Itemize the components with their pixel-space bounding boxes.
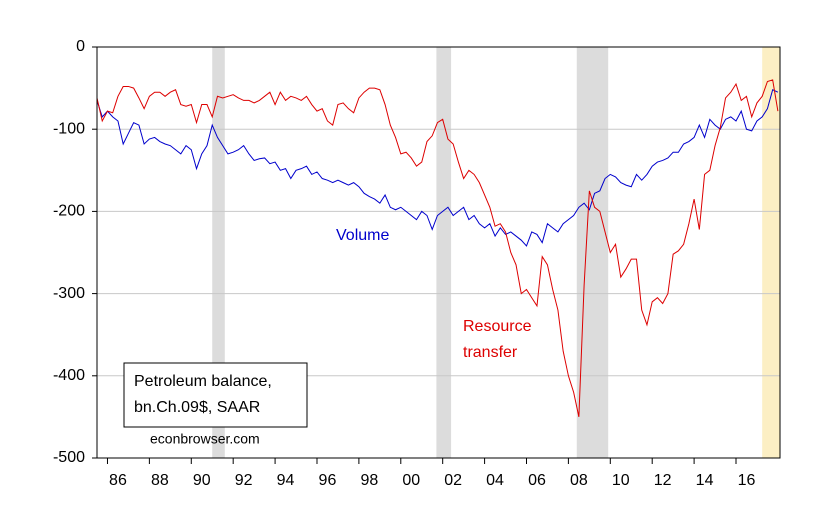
note-text: Petroleum balance,	[134, 373, 272, 390]
x-tick-label: 92	[235, 472, 253, 489]
plot-frame	[96, 46, 781, 459]
resource-label: Resource	[463, 318, 532, 335]
y-tick-label: -400	[53, 367, 85, 384]
x-tick-label: 86	[109, 472, 127, 489]
shaded-region	[576, 47, 609, 458]
y-tick-label: -100	[53, 120, 85, 137]
x-tick-label: 14	[696, 472, 714, 489]
shading	[212, 47, 780, 458]
shaded-region	[436, 47, 452, 458]
shaded-region	[762, 47, 780, 458]
series-line	[96, 89, 779, 247]
lines	[96, 79, 779, 418]
x-tick-label: 02	[444, 472, 462, 489]
y-tick-label: -300	[53, 285, 85, 302]
resource-label: transfer	[463, 344, 518, 361]
y-tick-label: -500	[53, 449, 85, 466]
x-tick-label: 08	[570, 472, 588, 489]
y-tick-label: 0	[76, 38, 85, 55]
note-box	[123, 362, 308, 428]
x-tick-label: 90	[193, 472, 211, 489]
volume-label: Volume	[336, 227, 389, 244]
x-tick-label: 12	[654, 472, 672, 489]
x-tick-label: 98	[360, 472, 378, 489]
x-tick-label: 06	[528, 472, 546, 489]
source: econbrowser.com	[150, 431, 260, 447]
shaded-region	[212, 47, 225, 458]
x-tick-label: 00	[402, 472, 420, 489]
x-tick-label: 96	[319, 472, 337, 489]
x-tick-label: 88	[151, 472, 169, 489]
x-tick-label: 10	[612, 472, 630, 489]
x-tick-label: 16	[738, 472, 756, 489]
series-line	[96, 79, 779, 418]
x-tick-label: 94	[277, 472, 295, 489]
note-text: bn.Ch.09$, SAAR	[134, 399, 260, 416]
y-tick-label: -200	[53, 203, 85, 220]
axes: -500 -400 -300 -200 -100 0 86 88 90 92 94 96 98 00 02 0…	[53, 38, 756, 489]
x-tick-label: 04	[486, 472, 504, 489]
